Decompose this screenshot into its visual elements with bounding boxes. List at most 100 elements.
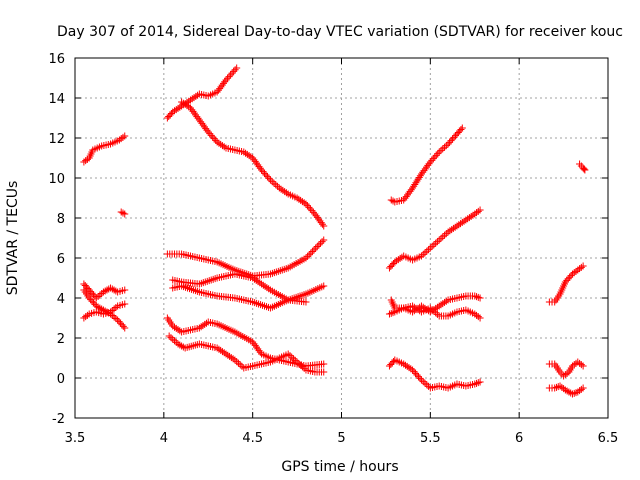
data-point (306, 205, 314, 213)
data-point (317, 239, 325, 247)
data-point (576, 265, 584, 273)
data-point (302, 298, 310, 306)
data-point (88, 289, 96, 297)
data-point (471, 380, 479, 388)
data-point (224, 351, 232, 359)
data-point (215, 345, 223, 353)
data-point (451, 223, 459, 231)
data-point (181, 100, 189, 108)
data-point (265, 174, 273, 182)
data-point (222, 350, 230, 358)
data-point (441, 298, 449, 306)
data-point (277, 185, 285, 193)
data-point (320, 368, 328, 376)
y-tick-label: 12 (48, 132, 65, 147)
data-point (302, 254, 310, 262)
data-point (108, 285, 116, 293)
data-point (476, 206, 484, 214)
data-point (567, 272, 575, 280)
data-point (212, 136, 220, 144)
data-point (249, 274, 257, 282)
data-point (300, 199, 308, 207)
data-point (473, 293, 481, 301)
data-point (290, 355, 298, 363)
data-point (170, 323, 178, 331)
data-point (471, 210, 479, 218)
x-axis-label: GPS time / hours (281, 459, 398, 475)
data-point (305, 251, 313, 259)
data-point (98, 290, 106, 297)
data-point (432, 239, 440, 247)
data-point (458, 124, 466, 132)
data-point (185, 103, 193, 111)
data-point (288, 353, 296, 361)
data-point (103, 286, 111, 294)
data-point (414, 373, 422, 381)
series-arc-20 (545, 358, 587, 380)
data-point (574, 388, 582, 396)
series-arc-6 (163, 64, 241, 122)
data-point (389, 309, 397, 317)
data-point (262, 171, 270, 179)
data-point (167, 334, 175, 342)
data-point (320, 282, 328, 290)
series-arc-7 (178, 98, 328, 230)
data-point (428, 156, 436, 164)
data-point (574, 266, 582, 274)
data-point (413, 371, 421, 379)
data-point (426, 158, 434, 166)
data-point (88, 297, 96, 305)
data-point (218, 348, 226, 356)
data-point (226, 352, 234, 360)
data-point (417, 376, 425, 384)
data-point (186, 96, 194, 104)
data-point (101, 287, 109, 295)
data-point (409, 366, 417, 374)
data-point (245, 152, 253, 160)
data-point (220, 349, 228, 357)
data-point (391, 258, 399, 266)
data-point (409, 308, 417, 316)
data-point (298, 363, 306, 371)
data-point (439, 233, 447, 241)
series-arc-14 (385, 206, 484, 272)
data-point (82, 313, 90, 321)
data-point (428, 306, 436, 314)
data-point (110, 286, 118, 294)
data-point (453, 222, 461, 230)
data-point (112, 315, 120, 322)
data-point (577, 361, 585, 369)
y-tick-label: 2 (57, 332, 65, 347)
data-point (554, 383, 562, 391)
data-point (320, 222, 328, 230)
data-point (170, 337, 178, 345)
data-point (300, 364, 308, 372)
data-point (256, 279, 264, 287)
data-point (231, 66, 239, 74)
data-point (401, 361, 409, 369)
data-point (165, 332, 173, 340)
data-point (455, 221, 463, 229)
y-tick-label: 8 (57, 212, 65, 227)
chart-title: Day 307 of 2014, Sidereal Day-to-day VTE… (57, 24, 623, 40)
data-point (169, 335, 177, 343)
data-point (417, 252, 425, 260)
data-point (446, 227, 454, 235)
data-point (407, 365, 415, 373)
data-point (96, 291, 104, 299)
data-point (259, 281, 267, 289)
data-point (298, 198, 306, 206)
data-point (295, 195, 303, 203)
data-point (570, 361, 578, 369)
data-point (448, 226, 456, 234)
y-tick-label: 6 (57, 252, 65, 267)
data-point (560, 372, 568, 380)
data-point (387, 196, 395, 204)
data-point (318, 238, 326, 246)
data-point (217, 140, 225, 148)
data-point (579, 262, 587, 270)
data-point (432, 151, 440, 159)
data-point (412, 369, 420, 377)
data-point (394, 256, 402, 264)
data-point (564, 275, 572, 283)
